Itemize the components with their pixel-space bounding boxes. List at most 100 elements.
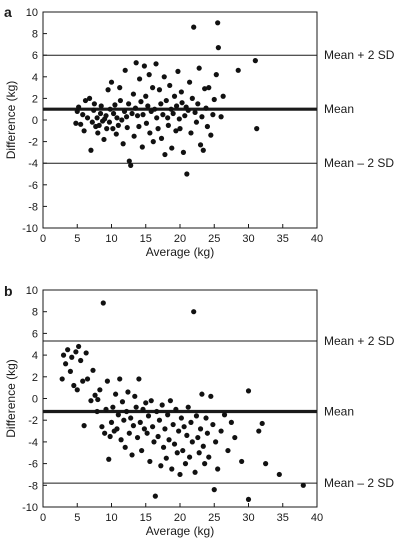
data-point [195,434,201,441]
data-point [211,487,217,493]
data-point [182,461,189,467]
x-tick-label: 20 [174,233,186,245]
y-tick-label: -2 [28,137,38,149]
data-point [199,391,205,397]
data-point [170,110,176,117]
data-point [103,406,109,412]
data-point [210,421,216,428]
data-point [73,120,79,126]
data-point [152,106,158,112]
data-point [113,391,119,397]
data-point [114,115,120,121]
data-point [189,439,195,445]
data-point [171,441,178,447]
data-point [180,447,186,454]
data-point [245,496,252,503]
data-point [203,415,209,421]
data-point [88,147,94,153]
x-axis-title: Average (kg) [146,524,214,538]
data-point [181,424,187,430]
data-point [122,67,128,73]
data-point [254,126,260,132]
data-point [88,398,94,404]
data-point [117,85,123,91]
y-tick-label: -2 [28,415,38,427]
data-point [192,109,198,116]
data-point [185,107,191,113]
reference-line-label: Mean [324,102,354,116]
data-point [117,97,124,104]
data-point [235,67,241,73]
data-point [73,349,79,355]
data-point [63,361,69,367]
data-point [128,162,134,168]
data-point [215,466,221,472]
data-point [206,454,212,460]
data-point [176,428,182,434]
data-point [80,112,86,118]
reference-line-label: Mean + 2 SD [324,48,395,62]
x-tick-label: 5 [74,233,80,245]
data-point [169,145,175,151]
data-point [184,171,190,177]
data-point [276,471,282,478]
data-point [129,110,135,117]
data-point [150,139,156,145]
data-point [86,95,93,101]
data-point [188,419,194,425]
data-point [156,87,163,93]
data-point [173,128,179,134]
x-tick-label: 20 [174,512,186,524]
data-point [171,93,178,99]
data-point [206,85,212,91]
data-point [196,65,202,71]
data-point [177,126,183,132]
x-tick-label: 30 [242,233,254,245]
data-point [117,376,123,382]
data-point [239,458,245,465]
x-tick-label: 0 [40,233,46,245]
data-point [92,392,98,398]
x-tick-label: 15 [140,512,152,524]
y-tick-label: 4 [32,72,38,84]
data-point [202,86,208,92]
data-point [211,96,217,103]
data-point [150,85,156,91]
data-point [126,430,132,436]
data-point [123,408,130,415]
data-point [204,123,210,130]
data-point [150,424,156,430]
data-point [60,352,67,358]
data-point [189,95,195,101]
data-point [215,45,221,51]
data-point [210,112,216,118]
data-point [191,24,197,30]
data-point [165,115,171,121]
y-tick-label: 6 [32,50,38,62]
data-point [186,454,193,460]
data-point [220,93,226,99]
data-point [154,408,160,415]
data-point [182,113,188,119]
data-point [130,423,137,429]
data-point [203,105,209,111]
data-point [197,426,204,432]
x-tick-label: 35 [277,233,289,245]
data-point [129,452,135,458]
data-point [141,63,147,69]
data-point [59,376,65,382]
x-tick-label: 15 [140,233,152,245]
data-point [178,415,184,421]
x-tick-label: 35 [277,512,289,524]
data-point [76,104,82,110]
data-point [95,130,101,136]
data-point [134,434,141,441]
data-point [69,354,75,360]
data-point [173,103,180,109]
data-point [110,110,117,117]
reference-line-label: Mean + 2 SD [324,334,395,348]
data-point [160,112,166,118]
data-point [177,471,183,478]
data-point [180,149,187,155]
